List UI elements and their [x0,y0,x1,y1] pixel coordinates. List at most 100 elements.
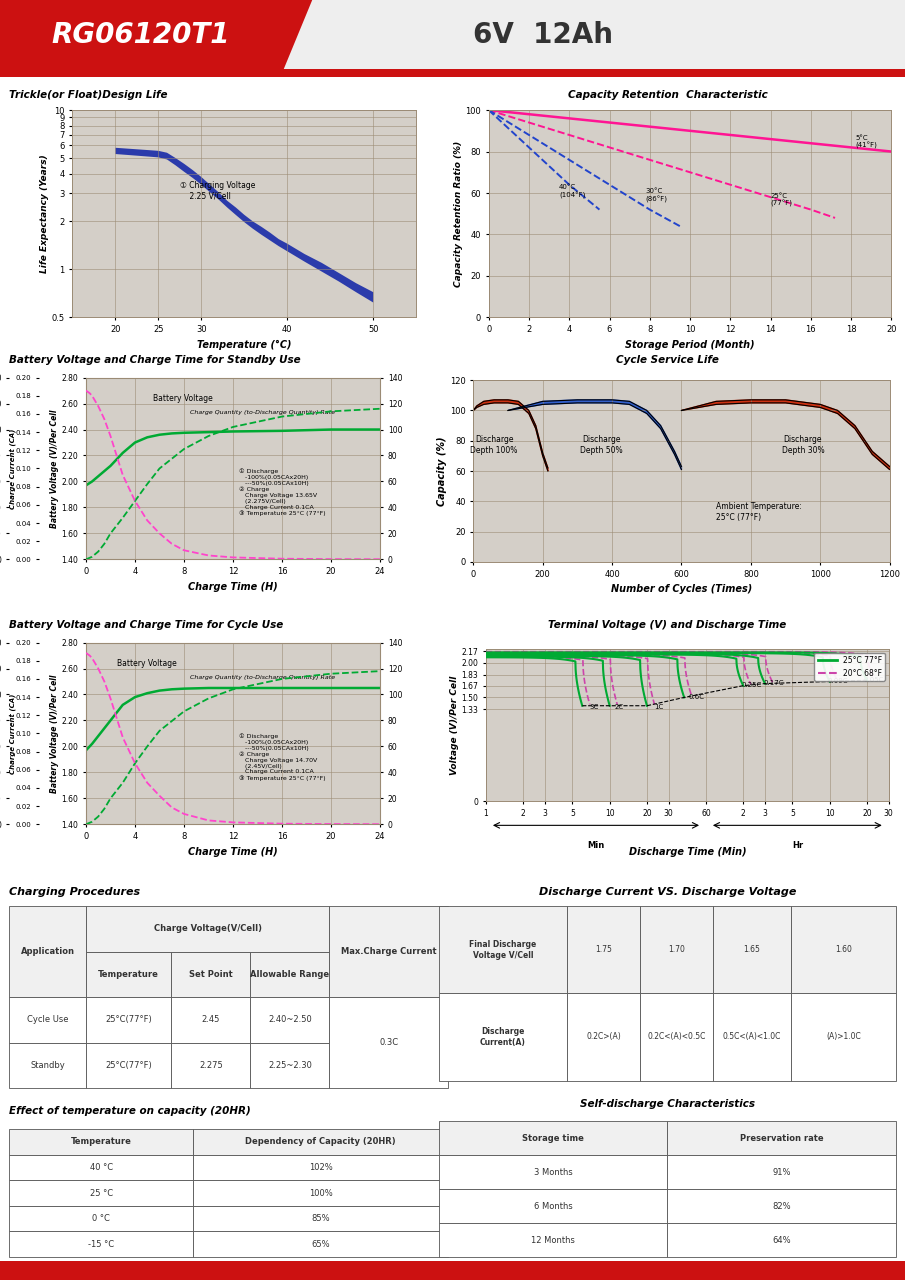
Text: Cycle Service Life: Cycle Service Life [616,355,719,365]
Text: Charging Procedures: Charging Procedures [9,887,140,897]
Text: 0.09C: 0.09C [828,678,848,684]
Text: 0.17C: 0.17C [763,680,784,686]
Bar [668,1224,896,1257]
Bar [439,993,567,1080]
Y-axis label: Capacity Retention Ratio (%): Capacity Retention Ratio (%) [453,141,462,287]
Text: 6 Months: 6 Months [534,1202,573,1211]
Text: Final Discharge
Voltage V/Cell: Final Discharge Voltage V/Cell [470,940,537,960]
Text: 1.75: 1.75 [595,946,612,955]
Text: Battery Voltage and Charge Time for Cycle Use: Battery Voltage and Charge Time for Cycl… [9,620,283,630]
Text: 0.25C: 0.25C [741,682,762,689]
Text: Discharge
Depth 100%: Discharge Depth 100% [471,435,518,454]
Text: 2C: 2C [614,704,624,709]
Bar [439,1224,668,1257]
Y-axis label: Voltage (V)/Per Cell: Voltage (V)/Per Cell [450,676,459,774]
Text: 5°C
(41°F): 5°C (41°F) [855,134,877,148]
Text: 6V  12Ah: 6V 12Ah [473,22,613,50]
Text: 1C: 1C [654,704,663,709]
Y-axis label: Battery Voltage (V)/Per Cell: Battery Voltage (V)/Per Cell [50,410,59,527]
Text: 3 Months: 3 Months [534,1167,573,1176]
Bar [9,906,86,997]
Text: 65%: 65% [311,1239,330,1249]
Text: 0.2C<(A)<0.5C: 0.2C<(A)<0.5C [647,1033,706,1042]
X-axis label: Charge Time (H): Charge Time (H) [188,846,278,856]
Text: Allowable Range: Allowable Range [251,970,329,979]
X-axis label: Storage Period (Month): Storage Period (Month) [625,339,755,349]
Bar [9,1231,194,1257]
Bar [0,69,905,77]
Text: Discharge
Current(A): Discharge Current(A) [480,1028,526,1047]
Text: 25°C(77°F): 25°C(77°F) [105,1015,152,1024]
X-axis label: Number of Cycles (Times): Number of Cycles (Times) [611,584,752,594]
Text: Battery Voltage: Battery Voltage [153,394,214,403]
Text: 1.60: 1.60 [835,946,852,955]
Text: Temperature: Temperature [71,1138,131,1147]
Text: 85%: 85% [311,1215,330,1224]
Text: 25°C(77°F): 25°C(77°F) [105,1061,152,1070]
Bar [439,1121,668,1156]
Polygon shape [116,147,374,302]
Bar [86,906,329,952]
Text: 100%: 100% [309,1189,332,1198]
Bar [86,997,171,1043]
Bar [713,906,791,993]
Polygon shape [0,0,312,77]
Legend: 25°C 77°F, 20°C 68°F: 25°C 77°F, 20°C 68°F [814,653,885,681]
Bar [640,906,713,993]
Text: Discharge
Depth 30%: Discharge Depth 30% [782,435,824,454]
Bar [194,1206,448,1231]
Text: Set Point: Set Point [189,970,233,979]
Text: Charge Voltage(V/Cell): Charge Voltage(V/Cell) [154,924,262,933]
Bar [171,952,251,997]
Bar [640,993,713,1080]
Bar [194,1180,448,1206]
Text: Standby: Standby [30,1061,65,1070]
Text: 64%: 64% [772,1235,791,1244]
Bar [668,1156,896,1189]
Text: 0.6C: 0.6C [688,694,704,700]
Text: 25 °C: 25 °C [90,1189,113,1198]
Bar [251,952,329,997]
Polygon shape [473,399,548,471]
Text: 0.05C: 0.05C [863,677,883,682]
Text: 102%: 102% [309,1164,332,1172]
Bar [567,906,640,993]
Text: 91%: 91% [773,1167,791,1176]
Text: Hr: Hr [792,841,803,850]
Bar [791,906,896,993]
Text: Charge Quantity (to-Discharge Quantity) Rate: Charge Quantity (to-Discharge Quantity) … [190,675,335,680]
Text: Cycle Use: Cycle Use [27,1015,68,1024]
Text: Dependency of Capacity (20HR): Dependency of Capacity (20HR) [245,1138,396,1147]
Bar [251,997,329,1043]
Text: -15 °C: -15 °C [88,1239,114,1249]
Polygon shape [508,399,681,470]
Text: Preservation rate: Preservation rate [740,1134,824,1143]
Text: 2.275: 2.275 [199,1061,223,1070]
Bar [329,997,448,1088]
Text: ① Charging Voltage
    2.25 V/Cell: ① Charging Voltage 2.25 V/Cell [180,180,255,200]
Text: Trickle(or Float)Design Life: Trickle(or Float)Design Life [9,90,167,100]
Bar [713,993,791,1080]
Bar [9,1180,194,1206]
Text: Temperature: Temperature [99,970,159,979]
Y-axis label: Charge Current (CA): Charge Current (CA) [9,694,15,773]
Text: 0.3C: 0.3C [379,1038,398,1047]
X-axis label: Charge Time (H): Charge Time (H) [188,581,278,591]
Polygon shape [681,399,890,470]
Text: 82%: 82% [772,1202,791,1211]
Y-axis label: Capacity (%): Capacity (%) [437,436,447,506]
Bar [439,1189,668,1224]
Y-axis label: Life Expectancy (Years): Life Expectancy (Years) [40,155,49,273]
Text: 2.25~2.30: 2.25~2.30 [268,1061,312,1070]
Text: Discharge
Depth 50%: Discharge Depth 50% [580,435,623,454]
Bar [251,1043,329,1088]
Bar [194,1155,448,1180]
Y-axis label: Battery Voltage (V)/Per Cell: Battery Voltage (V)/Per Cell [50,675,59,792]
Bar [439,906,567,993]
Text: 1.65: 1.65 [744,946,760,955]
Bar [171,997,251,1043]
Text: Ambient Temperature:
25°C (77°F): Ambient Temperature: 25°C (77°F) [716,502,802,521]
Text: Min: Min [587,841,605,850]
Bar [9,1155,194,1180]
Text: 40°C
(104°F): 40°C (104°F) [559,184,586,198]
